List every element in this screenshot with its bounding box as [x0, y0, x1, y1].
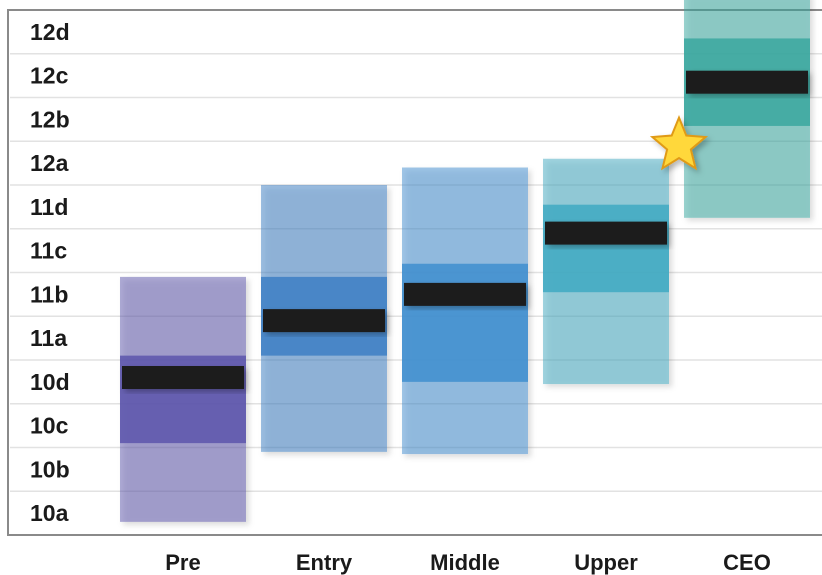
range-bar-pre [120, 276, 246, 522]
y-tick-label: 12b [30, 106, 70, 132]
median-bar [404, 282, 526, 306]
y-tick-label: 10a [30, 500, 69, 526]
y-tick-label: 12d [30, 19, 70, 45]
median-bar [263, 309, 385, 333]
median-bar [686, 70, 808, 94]
y-tick-label: 11b [30, 281, 68, 307]
x-category-label: CEO [723, 550, 771, 575]
range-bars [120, 0, 810, 522]
inner-range [543, 204, 669, 293]
y-tick-label: 10c [30, 413, 69, 439]
y-tick-label: 12a [30, 150, 69, 176]
median-bar [545, 221, 667, 245]
y-tick-label: 10b [30, 456, 70, 482]
y-tick-label: 11c [30, 238, 67, 264]
y-tick-label: 11d [30, 194, 68, 220]
y-axis-ticks: 10a 10b 10c 10d 11a 11b 11c 11d 12a 12b 12c 12d [30, 19, 70, 526]
x-category-label: Pre [165, 550, 200, 575]
x-category-label: Middle [430, 550, 500, 575]
range-bar-entry [261, 185, 387, 452]
median-bar [122, 366, 244, 389]
range-bar-middle [402, 167, 528, 455]
x-axis-categories: Pre Entry Middle Upper CEO [165, 550, 771, 575]
x-category-label: Entry [296, 550, 353, 575]
y-tick-label: 12c [30, 63, 69, 89]
x-category-label: Upper [574, 550, 638, 575]
y-tick-label: 11a [30, 325, 67, 351]
y-tick-label: 10d [30, 369, 70, 395]
range-bar-ceo [684, 0, 810, 218]
range-bar-upper [543, 158, 669, 385]
inner-range [402, 263, 528, 382]
star-marker [649, 114, 709, 171]
marker-layer [649, 114, 709, 171]
